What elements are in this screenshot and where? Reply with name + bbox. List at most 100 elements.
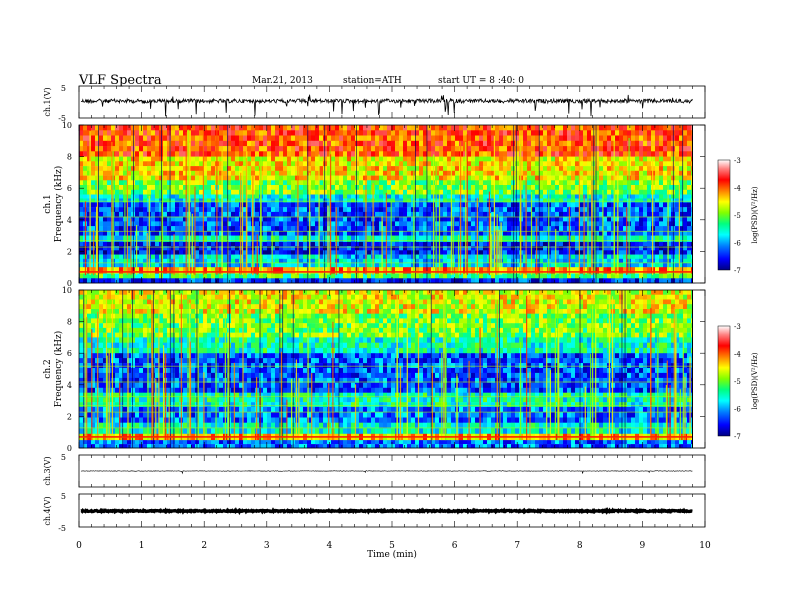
spec-cell (687, 267, 692, 274)
spec-cell (195, 221, 200, 227)
spec-cell (87, 254, 92, 260)
spec-cell (151, 216, 156, 222)
spec-cell (511, 263, 516, 268)
spec-cell (211, 254, 216, 260)
spec-cell (199, 246, 204, 251)
spec-cell (615, 202, 620, 208)
spec-cell (163, 130, 168, 136)
spec-cell (415, 230, 420, 236)
spec-cell (199, 189, 204, 195)
spec-cell (219, 202, 224, 208)
spec-cell (683, 202, 688, 208)
spec-cell (543, 235, 548, 243)
spec-cell (239, 156, 244, 162)
spec-cell (451, 194, 456, 199)
spec-cell (535, 140, 540, 147)
spec-cell (567, 170, 572, 176)
spec-cell (119, 146, 124, 152)
spec-cell (511, 258, 516, 264)
spec-cell (523, 250, 528, 255)
spec-cell (331, 125, 336, 131)
spec-cell (83, 166, 88, 172)
spec-cell (195, 235, 200, 243)
spec-cell (663, 135, 668, 142)
spec-cell (295, 166, 300, 172)
spec-cell (539, 241, 544, 247)
spec-cell (559, 263, 564, 268)
spec-cell (659, 226, 664, 232)
spec-cell (155, 263, 160, 268)
spec-cell (203, 273, 208, 279)
spec-cell (523, 180, 528, 186)
spec-cell (471, 125, 476, 131)
spec-cell (291, 241, 296, 247)
spec-cell (199, 250, 204, 255)
spec-cell (495, 189, 500, 195)
spec-cell (355, 246, 360, 251)
spec-cell (591, 125, 596, 131)
spec-cell (299, 246, 304, 251)
spec-cell (523, 263, 528, 268)
spec-cell (355, 235, 360, 243)
spec-cell (175, 235, 180, 243)
spec-cell (235, 198, 240, 203)
spec-cell (267, 235, 272, 243)
spec-cell (495, 185, 500, 190)
spec-cell (235, 166, 240, 172)
spec-cell (407, 211, 412, 217)
spec-cell (519, 135, 524, 142)
spec-cell (439, 151, 444, 157)
spec-cell (243, 198, 248, 203)
spec-cell (339, 267, 344, 274)
spec-cell (191, 185, 196, 190)
spec-cell (487, 170, 492, 176)
spec-cell (607, 194, 612, 199)
spec-cell (175, 273, 180, 279)
spec-cell (383, 194, 388, 199)
spec-cell (479, 156, 484, 162)
spec-cell (255, 166, 260, 172)
spec-cell (379, 221, 384, 227)
spec-cell (607, 198, 612, 203)
spec-cell (307, 135, 312, 142)
spec-cell (423, 198, 428, 203)
spec-cell (363, 130, 368, 136)
spec-cell (323, 254, 328, 260)
spec-cell (327, 130, 332, 136)
spec-cell (163, 156, 168, 162)
spec-cell (631, 140, 636, 147)
spec-cell (163, 216, 168, 222)
spec-cell (355, 161, 360, 167)
spec-cell (355, 207, 360, 213)
spec-cell (571, 263, 576, 268)
spec-cell (283, 175, 288, 181)
spec-cell (415, 250, 420, 255)
spec-cell (411, 221, 416, 227)
spec-cell (479, 250, 484, 255)
spec-cell (599, 211, 604, 217)
spec-cell (247, 140, 252, 147)
spec-cell (335, 273, 340, 279)
spec-cell (683, 250, 688, 255)
spec-cell (423, 207, 428, 213)
spec-cell (655, 135, 660, 142)
spec-cell (251, 273, 256, 279)
spec-cell (467, 189, 472, 195)
spec-cell (287, 135, 292, 142)
spec-cell (675, 161, 680, 167)
spec-cell (579, 221, 584, 227)
spec-cell (307, 146, 312, 152)
spec-cell (171, 226, 176, 232)
spec-cell (79, 198, 84, 203)
spec-cell (303, 258, 308, 264)
spec-cell (211, 221, 216, 227)
spec-cell (275, 135, 280, 142)
spec-cell (203, 246, 208, 251)
spec-cell (171, 161, 176, 167)
spec-cell (587, 151, 592, 157)
spec-cell (263, 246, 268, 251)
spec-cell (447, 202, 452, 208)
spec-cell (207, 263, 212, 268)
spec-cell (211, 235, 216, 243)
spec-cell (87, 175, 92, 181)
